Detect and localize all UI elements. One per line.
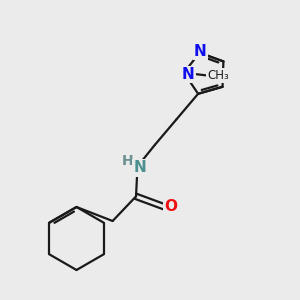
Text: H: H bbox=[122, 154, 134, 168]
Text: CH₃: CH₃ bbox=[207, 69, 229, 82]
Text: O: O bbox=[165, 200, 178, 214]
Text: N: N bbox=[182, 67, 195, 82]
Text: N: N bbox=[134, 160, 146, 175]
Text: N: N bbox=[194, 44, 206, 59]
